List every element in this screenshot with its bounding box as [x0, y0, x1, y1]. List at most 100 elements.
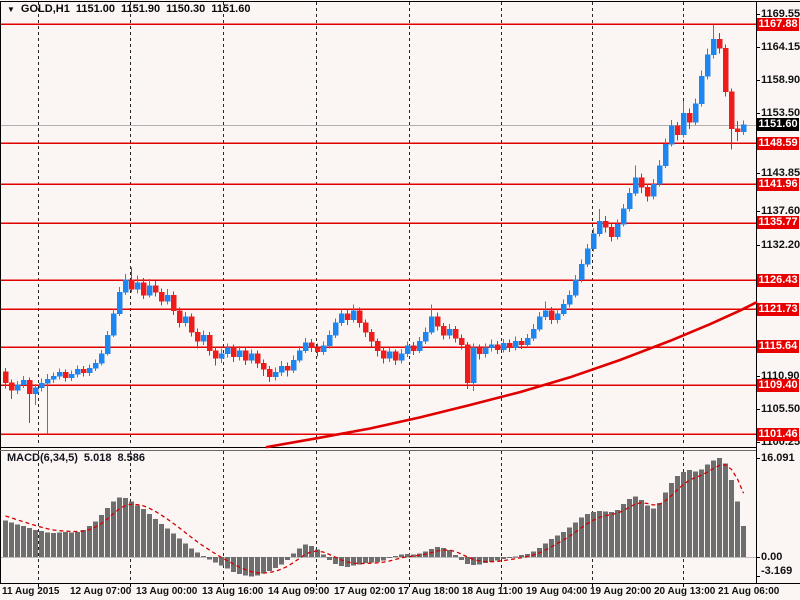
macd-histogram-bar	[3, 520, 8, 557]
candle-body	[74, 369, 81, 375]
macd-histogram-bar	[159, 523, 164, 557]
macd-histogram-bar	[627, 499, 632, 557]
time-label: 21 Aug 06:00	[718, 586, 780, 597]
macd-histogram-bar	[255, 557, 260, 576]
macd-histogram-bar	[573, 522, 578, 557]
candle-body	[200, 335, 207, 342]
candle-body	[704, 54, 711, 77]
macd-histogram-bar	[195, 552, 200, 557]
time-label: 12 Aug 07:00	[70, 586, 132, 597]
macd-histogram-bar	[183, 543, 188, 557]
candle-body	[122, 279, 129, 293]
macd-histogram-bar	[219, 557, 224, 566]
candle-body	[644, 186, 651, 197]
candle-body	[38, 383, 45, 389]
macd-histogram-bar	[741, 526, 746, 557]
candle-body	[680, 112, 687, 136]
candle-body	[560, 304, 567, 314]
macd-histogram-bar	[513, 556, 518, 558]
macd-histogram-bar	[435, 547, 440, 557]
ohlc-open-value: 1151.00	[75, 3, 115, 15]
macd-histogram-bar	[681, 472, 686, 557]
macd-histogram-bar	[273, 557, 278, 569]
price-tick-label: 1132.20	[761, 238, 800, 251]
macd-histogram-bar	[297, 548, 302, 557]
candle-body	[308, 342, 315, 348]
candle-body	[404, 345, 411, 355]
ohlc-high-value: 1151.90	[120, 3, 161, 15]
candle-body	[392, 351, 399, 361]
candle-body	[596, 220, 603, 234]
macd-name: MACD(6,34,5)	[7, 452, 78, 464]
candle-body	[212, 350, 219, 359]
macd-histogram-bar	[405, 553, 410, 557]
macd-histogram-bar	[651, 508, 656, 557]
time-label: 13 Aug 00:00	[136, 586, 198, 597]
time-label: 19 Aug 20:00	[590, 586, 652, 597]
candle-body	[32, 387, 39, 395]
candle-body	[290, 359, 297, 371]
macd-histogram-bar	[471, 557, 476, 566]
macd-histogram-bar	[249, 557, 254, 577]
macd-histogram-bar	[51, 532, 56, 557]
macd-histogram-bar	[531, 551, 536, 557]
candle-body	[284, 365, 291, 371]
candle-body	[554, 313, 561, 321]
macd-histogram-bar	[633, 496, 638, 557]
macd-histogram-bar	[441, 547, 446, 557]
macd-histogram-bar	[687, 470, 692, 557]
macd-histogram-bar	[567, 527, 572, 557]
price-level-badge: 1101.46	[757, 427, 799, 441]
candle-body	[224, 347, 231, 355]
candle-body	[584, 248, 591, 265]
panel-separator-handle[interactable]	[0, 446, 756, 452]
candle-body	[662, 143, 669, 166]
macd-histogram-bar	[303, 544, 308, 557]
chart-dropdown-icon[interactable]: ▼	[7, 4, 15, 14]
macd-histogram-bar	[15, 524, 20, 557]
price-tick-label: 1158.90	[761, 73, 800, 86]
macd-main-value: 5.018	[83, 452, 112, 464]
macd-histogram-bar	[729, 480, 734, 557]
candle-body	[338, 313, 345, 324]
candle-body	[716, 38, 723, 49]
candle-body	[500, 343, 507, 350]
macd-tick-label: -3.169	[761, 565, 793, 577]
macd-histogram-bar	[207, 557, 212, 560]
candle-body	[542, 310, 549, 318]
candle-body	[476, 347, 483, 355]
candle-body	[710, 38, 717, 55]
macd-histogram-bar	[525, 553, 530, 557]
macd-histogram-bar	[453, 555, 458, 557]
macd-histogram-bar	[105, 507, 110, 557]
macd-histogram-bar	[267, 557, 272, 572]
candle-body	[332, 322, 339, 336]
candle-body	[524, 338, 531, 345]
macd-tick-label: 16.091	[761, 451, 795, 464]
chart-layers	[0, 1, 800, 587]
grid-lines	[38, 2, 684, 582]
price-tick-label: 1143.85	[761, 166, 800, 179]
macd-histogram-bar	[135, 505, 140, 557]
macd-histogram-bar	[27, 528, 32, 557]
macd-histogram-bar	[717, 457, 722, 557]
candle-body	[278, 365, 285, 373]
chart-header: ▼ GOLD,H1 1151.00 1151.90 1150.30 1151.6…	[7, 3, 250, 15]
macd-histogram-bar	[585, 513, 590, 557]
macd-histogram-bar	[411, 554, 416, 557]
candle-body	[422, 331, 429, 342]
macd-histogram-bar	[129, 501, 134, 557]
macd-histogram-bar	[603, 511, 608, 557]
macd-histogram-bar	[669, 483, 674, 557]
candlestick-series	[2, 24, 747, 435]
candle-body	[686, 112, 693, 123]
macd-histogram-bar	[621, 504, 626, 557]
macd-histogram-bar	[609, 512, 614, 557]
current-price-badge: 1151.60	[757, 118, 799, 132]
macd-histogram-bar	[495, 557, 500, 561]
macd-histogram-bar	[579, 517, 584, 557]
macd-histogram-bar	[693, 471, 698, 557]
candle-body	[236, 350, 243, 358]
candle-body	[296, 350, 303, 361]
